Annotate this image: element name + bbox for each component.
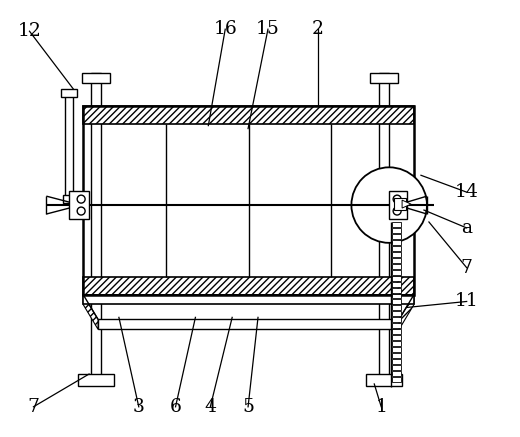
Text: 1: 1 xyxy=(375,398,387,416)
Bar xyxy=(392,329,401,334)
Bar xyxy=(65,91,73,200)
Bar xyxy=(392,294,401,298)
Circle shape xyxy=(393,207,401,215)
Text: 4: 4 xyxy=(204,398,216,416)
Bar xyxy=(78,374,114,386)
Bar xyxy=(392,246,401,251)
Bar xyxy=(392,234,401,239)
Text: 12: 12 xyxy=(18,22,42,40)
Bar xyxy=(392,305,401,310)
Bar xyxy=(392,276,401,281)
Polygon shape xyxy=(399,295,414,329)
Bar xyxy=(83,106,414,295)
Bar xyxy=(82,73,110,83)
Bar xyxy=(392,347,401,352)
Bar xyxy=(379,73,389,384)
Bar xyxy=(392,377,401,382)
Bar xyxy=(392,281,401,287)
Bar xyxy=(392,270,401,274)
Bar xyxy=(392,371,401,376)
Bar xyxy=(392,365,401,370)
Circle shape xyxy=(352,167,427,243)
Bar xyxy=(91,73,101,384)
Bar xyxy=(83,277,414,295)
Bar xyxy=(69,191,89,219)
Bar xyxy=(366,374,402,386)
Bar xyxy=(389,191,407,219)
Bar xyxy=(61,89,77,97)
Text: 7: 7 xyxy=(28,398,40,416)
Text: a: a xyxy=(461,219,472,237)
Text: 16: 16 xyxy=(213,20,237,38)
Bar xyxy=(392,323,401,328)
Bar xyxy=(98,319,399,329)
Bar xyxy=(83,106,414,295)
Bar xyxy=(83,295,414,305)
Polygon shape xyxy=(402,200,411,208)
Text: 14: 14 xyxy=(455,183,478,201)
Text: 5: 5 xyxy=(242,398,254,416)
Text: 7: 7 xyxy=(461,259,473,277)
Bar xyxy=(392,335,401,340)
Circle shape xyxy=(393,195,401,203)
Bar xyxy=(83,106,414,124)
Bar xyxy=(392,299,401,305)
Circle shape xyxy=(77,207,85,215)
Bar xyxy=(392,359,401,364)
Bar xyxy=(392,222,401,227)
Bar xyxy=(392,252,401,257)
Bar xyxy=(63,195,75,203)
Text: 2: 2 xyxy=(311,20,323,38)
Bar xyxy=(392,264,401,269)
Polygon shape xyxy=(83,295,98,329)
Bar xyxy=(392,228,401,233)
Bar xyxy=(392,341,401,346)
Text: 15: 15 xyxy=(256,20,280,38)
Bar xyxy=(392,353,401,358)
Bar xyxy=(392,258,401,263)
Text: 11: 11 xyxy=(455,292,478,310)
Bar xyxy=(392,288,401,292)
Bar xyxy=(392,317,401,323)
Text: 3: 3 xyxy=(133,398,145,416)
Bar xyxy=(392,312,401,316)
Bar xyxy=(370,73,398,83)
Bar xyxy=(392,240,401,245)
Text: 6: 6 xyxy=(170,398,181,416)
Circle shape xyxy=(77,195,85,203)
Bar xyxy=(394,198,406,210)
